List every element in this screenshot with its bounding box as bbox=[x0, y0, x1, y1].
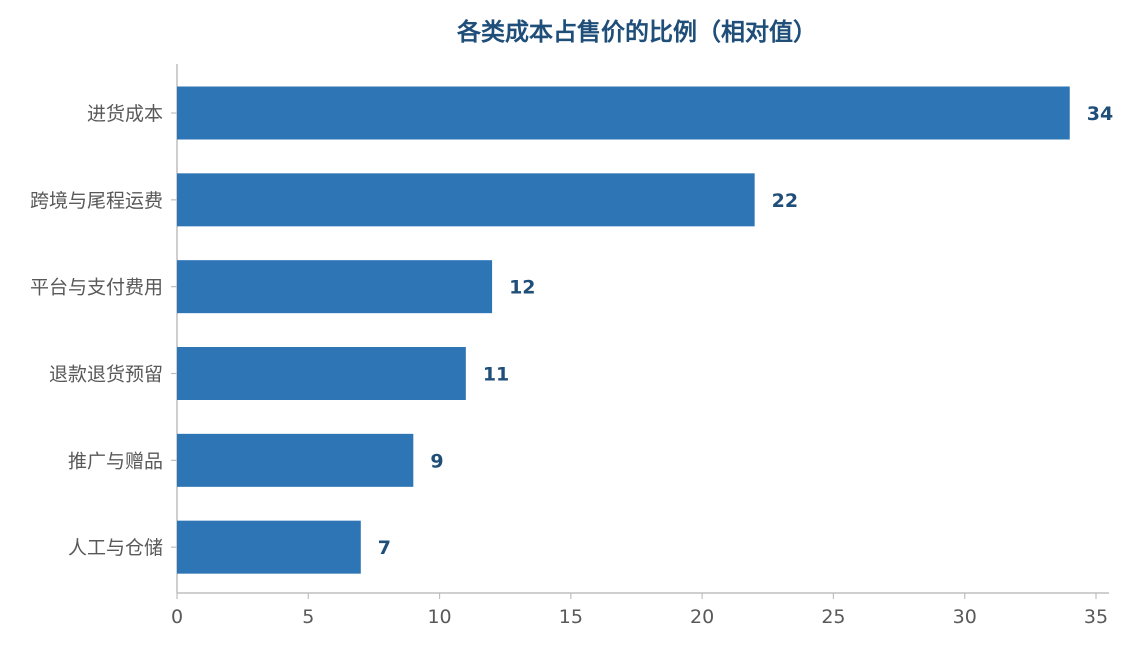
bar bbox=[177, 260, 493, 314]
y-tick-label: 人工与仓储 bbox=[68, 537, 163, 559]
data-label: 7 bbox=[378, 537, 391, 559]
data-label: 9 bbox=[430, 450, 443, 472]
x-tick-label: 10 bbox=[427, 606, 451, 628]
data-label: 34 bbox=[1087, 103, 1113, 125]
x-tick-label: 20 bbox=[690, 606, 714, 628]
data-label: 11 bbox=[483, 364, 509, 386]
bar bbox=[177, 433, 414, 487]
y-tick-label: 推广与赠品 bbox=[68, 450, 163, 472]
data-label: 12 bbox=[509, 277, 535, 299]
y-tick-label: 进货成本 bbox=[87, 103, 163, 125]
x-tick-label: 25 bbox=[821, 606, 845, 628]
y-tick-label: 跨境与尾程运费 bbox=[30, 190, 163, 212]
y-tick-label: 平台与支付费用 bbox=[30, 277, 163, 299]
x-tick-label: 5 bbox=[302, 606, 314, 628]
x-tick-label: 35 bbox=[1084, 606, 1108, 628]
x-tick-label: 0 bbox=[171, 606, 183, 628]
data-label: 22 bbox=[772, 190, 798, 212]
x-tick-label: 30 bbox=[953, 606, 977, 628]
x-tick-label: 15 bbox=[559, 606, 583, 628]
bar bbox=[177, 520, 361, 574]
chart-title: 各类成本占售价的比例（相对值） bbox=[457, 18, 817, 46]
y-tick-label: 退款退货预留 bbox=[49, 364, 163, 386]
bar bbox=[177, 173, 755, 227]
bar bbox=[177, 86, 1070, 140]
bar bbox=[177, 347, 466, 400]
